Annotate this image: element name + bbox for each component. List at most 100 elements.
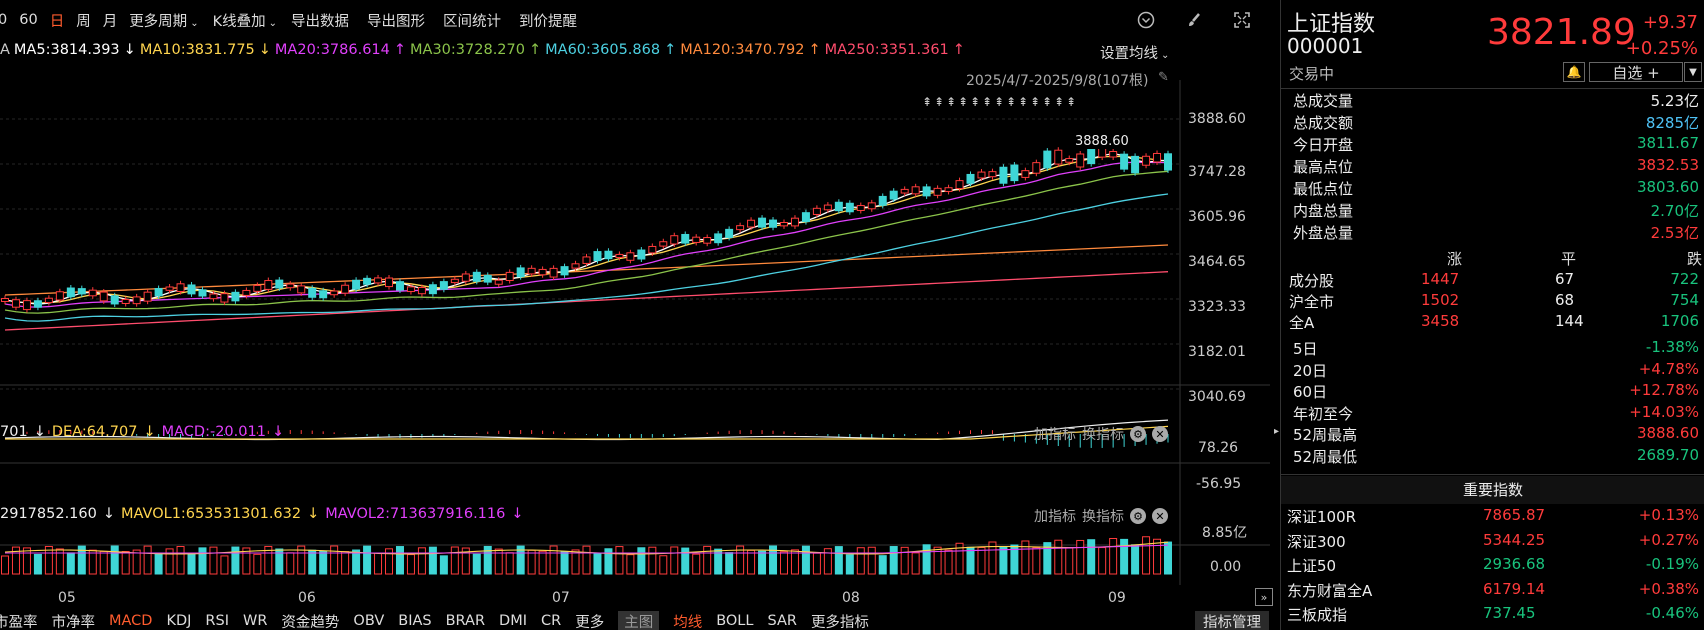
collapse-panel-icon[interactable]: ▸ — [1274, 426, 1280, 437]
candle-body — [1164, 153, 1172, 171]
important-index-row[interactable]: 三板成指 737.45 -0.46% — [1287, 604, 1699, 628]
tab-pe[interactable]: 市盈率 — [0, 614, 38, 630]
candle-body — [55, 291, 64, 301]
tab-wr[interactable]: WR — [242, 613, 268, 629]
period-day[interactable]: 日 — [49, 13, 65, 30]
important-index-row[interactable]: 深证300 5344.25 +0.27% — [1287, 531, 1699, 555]
candle-body — [297, 285, 306, 294]
set-ma-button[interactable]: 设置均线 ⌄ — [1100, 42, 1169, 63]
candle-body — [692, 236, 701, 243]
tab-bias[interactable]: BIAS — [398, 613, 432, 629]
kline-chart[interactable]: ⇞ ⇞ ⇞ ⇞ ⇞ ⇞ ⇞ ⇞ ⇞ ⇞ ⇞ ⇞ ⇞ — [0, 40, 1270, 600]
perf-row: 52周最高 3888.60 — [1293, 424, 1699, 446]
limit-arrow-icon: ⇞ — [1054, 95, 1064, 109]
more-periods-dropdown[interactable]: 更多周期 ⌄ — [129, 10, 198, 31]
arrow-down-icon: ↓ — [33, 424, 46, 440]
limit-arrow-icon: ⇞ — [934, 95, 944, 109]
export-data-button[interactable]: 导出数据 — [290, 13, 349, 30]
volume-bar — [1054, 539, 1063, 575]
period-week[interactable]: 周 — [76, 13, 91, 30]
expand-right-icon[interactable]: » — [1255, 588, 1273, 606]
index-row-pct: +0.38% — [1638, 579, 1699, 598]
volume-bar — [209, 546, 218, 575]
range-stats-button[interactable]: 区间统计 — [442, 13, 501, 30]
candle-body — [494, 279, 503, 285]
breadth-flat: 67 — [1555, 270, 1575, 288]
period-60[interactable]: 60 — [19, 12, 38, 28]
candle-body — [176, 283, 185, 293]
brush-icon[interactable] — [1184, 10, 1204, 30]
arrow-up-icon: ↑ — [664, 42, 677, 58]
tab-pb[interactable]: 市净率 — [51, 614, 96, 630]
gear-icon[interactable]: ⚙ — [1130, 426, 1146, 442]
tab-fund-trend[interactable]: 资金趋势 — [281, 614, 340, 630]
pin-icon[interactable]: ✎ — [1158, 70, 1169, 85]
volume-bar — [406, 554, 415, 575]
important-index-row[interactable]: 上证50 2936.68 -0.19% — [1287, 555, 1699, 579]
volume-bar — [878, 555, 887, 575]
macd-legend: 701 ↓ DEA:64.707 ↓ MACD:-20.011 ↓ — [0, 424, 290, 444]
add-indicator-button[interactable]: 加指标 — [1034, 427, 1076, 443]
candle-body — [626, 252, 635, 261]
tab-boll[interactable]: BOLL — [716, 613, 754, 629]
period-month[interactable]: 月 — [102, 13, 118, 30]
volume-bar — [604, 548, 613, 575]
ma20-line — [4, 161, 1169, 308]
candle-body — [801, 212, 810, 223]
price-alert-button[interactable]: 到价提醒 — [518, 13, 577, 30]
volume-bar — [330, 545, 339, 575]
tab-macd[interactable]: MACD — [109, 613, 153, 629]
arrow-down-icon: ↓ — [102, 506, 116, 522]
collapse-icon[interactable] — [1136, 10, 1156, 30]
tab-rsi[interactable]: RSI — [205, 613, 229, 629]
index-row-price: 2936.68 — [1483, 555, 1546, 573]
important-index-row[interactable]: 深证100R 7865.87 +0.13% — [1287, 506, 1699, 530]
gear-icon[interactable]: ⚙ — [1130, 508, 1146, 524]
important-index-row[interactable]: 东方财富全A 6179.14 +0.38% — [1287, 580, 1699, 604]
volume-bar — [1164, 541, 1172, 575]
swap-indicator-button[interactable]: 换指标 — [1082, 427, 1124, 443]
ma30-line — [4, 170, 1169, 314]
candle-body — [747, 219, 756, 228]
tab-cr[interactable]: CR — [541, 613, 562, 629]
period-60-partial[interactable]: 0 — [0, 12, 8, 28]
limit-arrow-icon: ⇞ — [922, 95, 932, 109]
export-image-button[interactable]: 导出图形 — [366, 13, 425, 30]
perf-label: 5日 — [1293, 340, 1318, 358]
tab-brar[interactable]: BRAR — [445, 613, 486, 629]
main-chart-toggle[interactable]: 主图 — [618, 610, 660, 630]
tab-more-indicators[interactable]: 更多指标 — [810, 614, 869, 630]
volume-bar — [264, 545, 273, 575]
volume-bar — [922, 544, 931, 575]
add-watchlist-button[interactable]: 自选 + — [1589, 62, 1683, 82]
volume-bar — [253, 553, 262, 575]
chevron-down-icon: ⌄ — [190, 17, 199, 29]
chevron-down-icon[interactable]: ▼ — [1684, 62, 1702, 82]
tab-ma[interactable]: 均线 — [673, 614, 703, 630]
tab-more[interactable]: 更多 — [575, 614, 605, 630]
volume-bar — [758, 550, 767, 575]
close-icon[interactable]: ✕ — [1152, 508, 1168, 524]
tab-obv[interactable]: OBV — [353, 613, 385, 629]
bell-icon[interactable]: 🔔 — [1563, 62, 1585, 82]
candle-body — [1043, 150, 1052, 169]
kline-overlay-dropdown[interactable]: K线叠加 ⌄ — [213, 10, 277, 31]
tab-kdj[interactable]: KDJ — [166, 613, 192, 629]
candle-body — [845, 202, 854, 213]
add-indicator-button[interactable]: 加指标 — [1034, 509, 1076, 525]
tab-dmi[interactable]: DMI — [499, 613, 527, 629]
candle-body — [132, 296, 141, 305]
candle-body — [637, 249, 646, 260]
swap-indicator-button[interactable]: 换指标 — [1082, 509, 1124, 525]
candle-body — [1032, 162, 1041, 174]
close-icon[interactable]: ✕ — [1152, 426, 1168, 442]
candle-body — [187, 284, 196, 295]
volume-bar — [1043, 542, 1052, 575]
y-label: 3182.01 — [1188, 344, 1246, 360]
indicator-management-button[interactable]: 指标管理 — [1195, 610, 1269, 630]
fullscreen-icon[interactable] — [1232, 10, 1252, 30]
limit-arrow-icon: ⇞ — [970, 95, 980, 109]
volume-bar — [747, 549, 756, 575]
mavol2-label: MAVOL2:713637916.116 — [325, 506, 506, 522]
tab-sar[interactable]: SAR — [767, 613, 797, 629]
